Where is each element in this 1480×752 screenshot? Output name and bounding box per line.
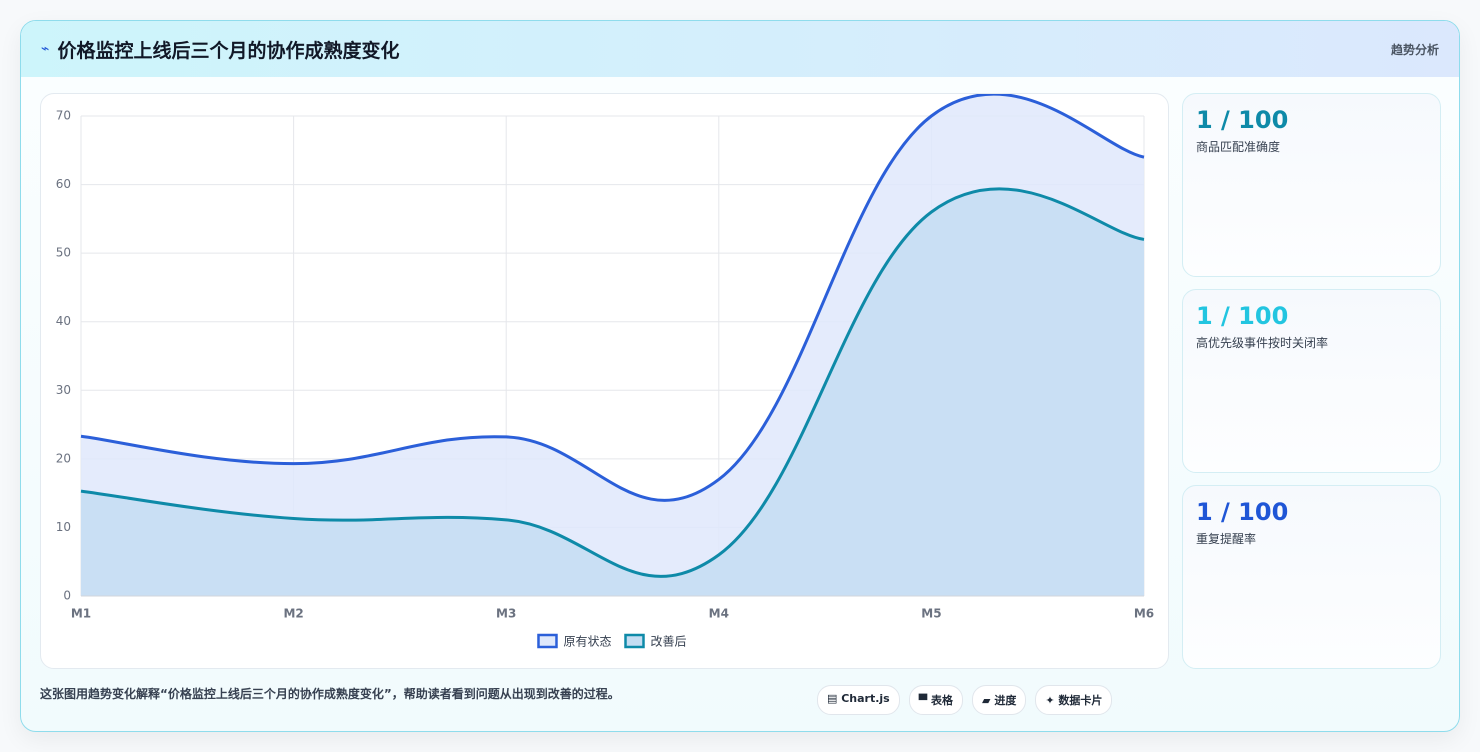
- y-tick-label: 70: [56, 109, 71, 123]
- tag[interactable]: ▰ 进度: [972, 685, 1027, 715]
- title: 价格监控上线后三个月的协作成熟度变化: [57, 39, 400, 62]
- stat-value: 1 / 100: [1196, 302, 1289, 330]
- chart: 0 10 20 30 40 50 60 70 M1 M2 M3 M4 M5 M6 原有状态 改善后: [56, 92, 1154, 649]
- legend-swatch: [537, 633, 558, 649]
- dashboard-card: ⌁ 价格监控上线后三个月的协作成熟度变化 趋势分析 0 10 20 30 40 50 60 7…: [20, 20, 1460, 732]
- stat-card: 1 / 100 商品匹配准确度: [1182, 93, 1441, 277]
- x-tick-label: M2: [283, 607, 303, 621]
- legend-label: 原有状态: [563, 635, 611, 649]
- tag[interactable]: ✦ 数据卡片: [1035, 685, 1113, 715]
- y-tick-label: 40: [56, 314, 71, 328]
- y-tick-label: 10: [56, 520, 71, 534]
- header: ⌁ 价格监控上线后三个月的协作成熟度变化 趋势分析: [21, 21, 1459, 77]
- legend: 原有状态 改善后: [537, 633, 687, 649]
- header-tag: 趋势分析: [1390, 42, 1439, 57]
- stat-card: 1 / 100 高优先级事件按时关闭率: [1182, 289, 1441, 473]
- stat-label: 重复提醒率: [1196, 532, 1257, 546]
- x-tick-label: M4: [709, 607, 729, 621]
- y-tick-label: 60: [56, 177, 71, 191]
- x-tick-label: M3: [496, 607, 516, 621]
- tag-list: ▤ Chart.js ▀ 表格 ▰ 进度 ✦ 数据卡片: [817, 685, 1113, 715]
- header-icon: ⌁: [41, 41, 50, 57]
- stat-value: 1 / 100: [1196, 498, 1289, 526]
- legend-label: 改善后: [651, 634, 687, 649]
- stat-label: 高优先级事件按时关闭率: [1196, 336, 1329, 350]
- chart-panel: 0 10 20 30 40 50 60 70 M1 M2 M3 M4 M5 M6 原有状态 改善后: [40, 92, 1169, 669]
- x-tick-label: M6: [1134, 607, 1154, 621]
- x-tick-label: M1: [71, 607, 91, 621]
- y-tick-label: 50: [56, 246, 71, 260]
- tag[interactable]: ▤ Chart.js: [817, 685, 900, 715]
- y-tick-label: 20: [56, 451, 71, 465]
- y-tick-label: 30: [56, 383, 71, 397]
- stat-card: 1 / 100 重复提醒率: [1182, 485, 1441, 669]
- line: [80, 187, 1145, 578]
- tag[interactable]: ▀ 表格: [908, 685, 964, 715]
- line: [80, 92, 1145, 502]
- footer-text: 这张图用趋势变化解释“价格监控上线后三个月的协作成熟度变化”，帮助读者看到问题从…: [40, 687, 620, 701]
- legend-swatch: [624, 633, 645, 649]
- area-fill: [81, 188, 1144, 597]
- x-tick-label: M5: [921, 607, 941, 621]
- stat-label: 商品匹配准确度: [1196, 140, 1281, 154]
- stat-value: 1 / 100: [1196, 106, 1289, 134]
- y-tick-label: 0: [63, 589, 71, 603]
